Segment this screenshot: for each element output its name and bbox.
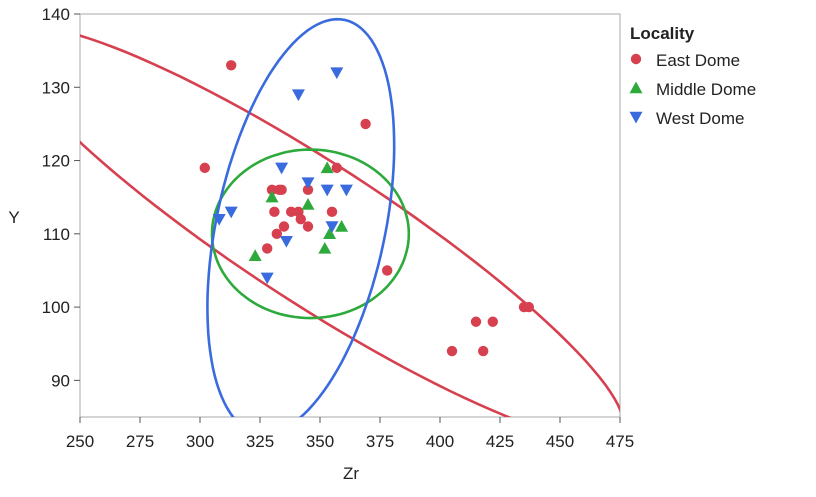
east-dome-point bbox=[446, 345, 458, 357]
west-dome-legend-marker bbox=[629, 111, 643, 124]
east-dome-legend-label: East Dome bbox=[656, 51, 740, 70]
east-dome-point bbox=[326, 206, 338, 218]
axis-layer: 250 275 300 325 350 375 400 425 450 475 90 100 110 12… bbox=[42, 5, 635, 451]
middle-dome-point bbox=[248, 249, 262, 261]
east-dome-point bbox=[226, 60, 237, 71]
x-tick-label: 400 bbox=[426, 432, 454, 451]
x-tick-label: 350 bbox=[306, 432, 334, 451]
x-tick-label: 300 bbox=[186, 432, 214, 451]
east-dome-point bbox=[470, 316, 482, 327]
east-dome-point bbox=[478, 345, 489, 357]
y-tick-label: 130 bbox=[42, 78, 70, 97]
west-dome-legend-label: West Dome bbox=[656, 109, 745, 128]
y-axis-title: Y bbox=[8, 208, 19, 227]
east-dome-point bbox=[269, 206, 280, 218]
east-dome-point bbox=[286, 206, 297, 218]
west-dome-point bbox=[224, 206, 238, 219]
east-dome-point bbox=[523, 301, 534, 313]
west-dome-point bbox=[330, 67, 344, 80]
east-dome-point bbox=[302, 184, 314, 196]
middle-dome-point bbox=[318, 241, 332, 254]
x-tick-label: 325 bbox=[246, 432, 274, 451]
middle-dome-point bbox=[335, 219, 349, 232]
middle-dome-legend-marker bbox=[629, 81, 643, 94]
x-tick-label: 275 bbox=[126, 432, 154, 451]
x-tick-label: 425 bbox=[486, 432, 514, 451]
west-dome-ellipse bbox=[206, 17, 396, 417]
west-dome-point bbox=[320, 184, 334, 197]
west-dome-point bbox=[260, 272, 274, 285]
middle-dome-point bbox=[301, 198, 315, 210]
middle-dome-point bbox=[265, 190, 279, 203]
east-dome-point bbox=[199, 162, 210, 174]
east-dome-point bbox=[331, 162, 342, 174]
west-dome-point bbox=[275, 162, 289, 175]
east-dome-legend-marker bbox=[630, 53, 642, 65]
x-axis-title: Zr bbox=[343, 464, 359, 483]
west-dome-point bbox=[212, 213, 226, 226]
x-tick-label: 450 bbox=[546, 432, 574, 451]
x-tick-label: 250 bbox=[66, 432, 94, 451]
east-dome-point bbox=[487, 316, 498, 327]
west-dome-point bbox=[291, 89, 305, 102]
east-dome-point bbox=[276, 184, 287, 196]
west-dome-point bbox=[279, 235, 293, 248]
middle-dome-point bbox=[320, 161, 334, 174]
y-tick-label: 100 bbox=[42, 298, 70, 317]
east-dome-point bbox=[278, 221, 290, 232]
east-dome-point bbox=[262, 243, 273, 254]
east-dome-point bbox=[302, 221, 314, 232]
legend: Locality East Dome Middle Dome West Dome bbox=[629, 24, 756, 128]
y-tick-label: 140 bbox=[42, 5, 70, 24]
west-dome-point bbox=[301, 177, 315, 190]
y-tick-label: 90 bbox=[51, 371, 70, 390]
east-dome-point bbox=[271, 228, 282, 240]
middle-dome-ellipse bbox=[210, 148, 411, 320]
east-dome-point bbox=[295, 213, 306, 225]
east-dome-point bbox=[382, 265, 393, 276]
x-tick-label: 375 bbox=[366, 432, 394, 451]
west-dome-point bbox=[339, 184, 353, 197]
east-dome-point bbox=[360, 118, 371, 130]
y-tick-label: 110 bbox=[43, 225, 70, 244]
middle-dome-point bbox=[323, 227, 337, 240]
legend-title: Locality bbox=[630, 24, 695, 43]
plot-area bbox=[79, 13, 621, 418]
plot-frame bbox=[79, 13, 621, 418]
y-tick-label: 120 bbox=[42, 152, 70, 171]
point-layer bbox=[199, 60, 534, 357]
middle-dome-legend-label: Middle Dome bbox=[656, 80, 756, 99]
x-tick-label: 475 bbox=[606, 432, 634, 451]
east-dome-ellipse bbox=[80, 34, 620, 417]
ellipse-layer bbox=[80, 17, 620, 417]
east-dome-point bbox=[266, 184, 278, 196]
west-dome-point bbox=[325, 221, 339, 233]
